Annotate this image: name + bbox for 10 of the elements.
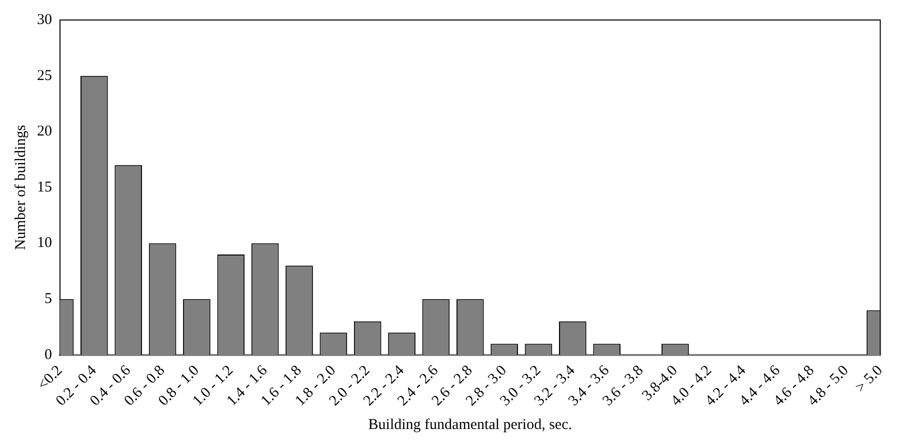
x-axis-title: Building fundamental period, sec.	[368, 416, 572, 433]
y-tick-label: 25	[37, 68, 52, 84]
y-tick-label: 0	[44, 346, 52, 363]
y-tick-label: 15	[37, 179, 52, 196]
y-tick-label: 10	[37, 235, 52, 252]
y-tick-label: 5	[44, 291, 52, 308]
x-tick-label: > 5.0	[852, 362, 886, 396]
y-axis-title: Number of buildings	[12, 124, 29, 250]
y-tick-label: 20	[37, 124, 52, 140]
y-tick-label: 30	[37, 12, 52, 28]
